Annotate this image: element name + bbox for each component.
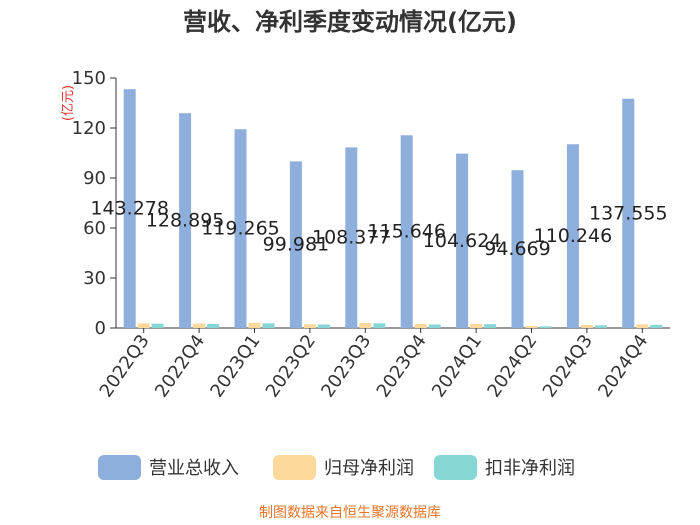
bar-value-label: 99.981 [263,234,329,256]
bar-series-3 [484,324,497,328]
x-tick-label: 2023Q4 [373,331,431,402]
bar-value-label: 110.246 [534,225,613,247]
x-tick-label: 2024Q2 [483,331,541,402]
legend-swatch [98,455,141,480]
legend-swatch [434,455,477,480]
bar-series-3 [151,323,164,328]
bar-series-2 [303,324,316,328]
legend-label: 扣非净利润 [485,458,575,479]
bar-value-label: 119.265 [201,218,280,240]
x-tick-label: 2024Q4 [594,331,652,402]
bar-series-3 [373,323,386,328]
bar-series-1 [289,161,302,328]
bar-value-label: 108.377 [312,227,391,249]
x-tick-label: 2024Q3 [539,331,597,402]
x-tick-label: 2023Q1 [206,331,264,402]
bar-series-1 [456,153,469,328]
bar-series-3 [594,325,607,328]
legend-label: 营业总收入 [149,458,239,479]
x-tick-label: 2023Q2 [262,331,320,402]
chart-title: 营收、净利季度变动情况(亿元) [183,8,517,36]
x-tick-label: 2023Q3 [317,331,375,402]
bar-value-label: 104.624 [423,230,502,252]
bar-series-2 [359,323,372,328]
y-tick-label: 30 [83,268,106,289]
bar-series-1 [123,89,136,328]
bar-series-2 [414,324,427,328]
bar-series-1 [234,129,247,328]
y-tick-label: 90 [83,168,106,189]
legend-swatch [273,455,316,480]
bar-series-group [123,89,663,328]
y-tick-label: 120 [72,118,106,139]
source-note: 制图数据来自恒生聚源数据库 [259,505,441,521]
bar-series-2 [470,323,483,328]
bar-series-1 [622,98,635,328]
x-tick-label: 2022Q4 [151,331,209,402]
bar-series-3 [650,324,663,328]
bar-value-label: 94.669 [484,238,550,260]
bar-series-1 [345,147,358,328]
x-axis-ticks: 2022Q32022Q42023Q12023Q22023Q32023Q42024… [96,328,652,402]
bar-value-label: 115.646 [367,221,446,243]
bar-series-2 [580,325,593,328]
bar-series-3 [207,324,220,328]
y-tick-label: 150 [72,68,106,89]
legend-label: 归母净利润 [324,458,414,479]
bar-series-2 [525,326,538,328]
legend: 营业总收入 归母净利润 扣非净利润 [98,455,575,480]
bar-series-2 [193,323,206,328]
bar-series-2 [137,323,150,328]
bar-series-1 [511,170,524,328]
y-axis-unit-label: (亿元) [61,85,76,121]
y-axis-ticks: 0 30 60 90 120 150 [72,68,116,339]
bar-series-1 [179,113,192,328]
bar-series-3 [317,324,330,328]
bar-series-2 [636,324,649,328]
value-labels-group: 143.278128.895119.26599.981108.377115.64… [90,198,667,261]
x-tick-label: 2022Q3 [96,331,154,402]
bar-series-2 [248,322,261,328]
bar-value-label: 143.278 [90,198,169,220]
bar-series-3 [262,323,275,328]
bar-value-label: 128.895 [146,210,225,232]
bar-series-3 [428,324,441,328]
bar-value-label: 137.555 [589,202,668,224]
bar-series-1 [566,144,579,328]
x-tick-label: 2024Q1 [428,331,486,402]
bar-series-3 [539,326,552,328]
bar-series-1 [400,135,413,328]
y-tick-label: 0 [95,318,106,339]
y-tick-label: 60 [83,218,106,239]
